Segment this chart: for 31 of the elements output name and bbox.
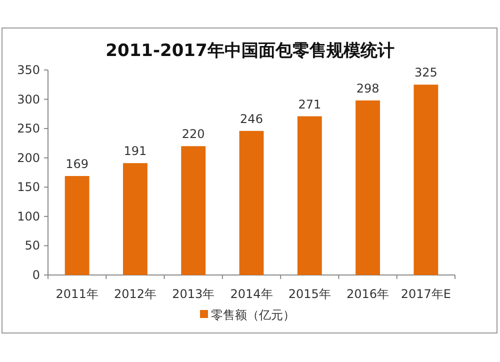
- y-tick-label: 200: [17, 150, 40, 165]
- bar: [414, 84, 438, 275]
- bar: [239, 130, 264, 275]
- chart-title: 2011-2017年中国面包零售规模统计: [106, 41, 394, 61]
- y-tick-label: 100: [17, 209, 40, 224]
- x-tick-label: 2012年: [114, 287, 156, 301]
- data-label: 246: [240, 112, 263, 126]
- x-tick-label: 2011年: [56, 287, 98, 301]
- x-tick-label: 2017年E: [400, 287, 451, 301]
- data-label: 169: [66, 157, 89, 172]
- bar: [64, 176, 90, 275]
- x-tick-label: 2013年: [172, 287, 215, 301]
- x-tick-label: 2016年: [346, 287, 390, 301]
- y-tick-label: 150: [17, 180, 40, 194]
- bar: [181, 146, 206, 275]
- data-label: 298: [356, 81, 380, 96]
- data-label: 191: [124, 144, 147, 158]
- data-label: 220: [182, 127, 205, 142]
- y-tick-label: 350: [17, 63, 40, 77]
- bar: [297, 116, 322, 275]
- x-tick-label: 2014年: [230, 287, 273, 301]
- bar: [123, 163, 148, 275]
- y-tick-label: 0: [32, 268, 40, 282]
- bar: [356, 100, 380, 275]
- data-label: 325: [414, 66, 438, 80]
- x-tick-label: 2015年: [288, 287, 331, 301]
- y-tick-label: 300: [17, 92, 40, 106]
- y-tick-label: 250: [17, 122, 40, 136]
- data-label: 271: [298, 97, 322, 112]
- y-tick-label: 50: [24, 238, 40, 253]
- legend-label: 零售额（亿元）: [211, 308, 295, 322]
